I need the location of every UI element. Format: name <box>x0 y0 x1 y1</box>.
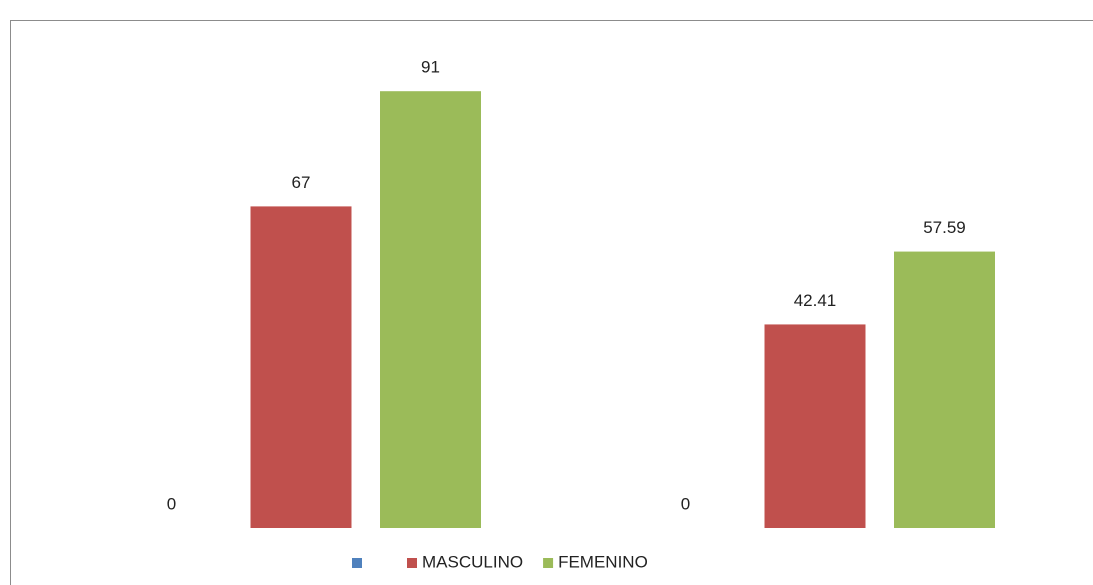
data-label: 42.41 <box>794 291 837 310</box>
legend-swatch <box>407 558 417 568</box>
bar <box>380 91 481 528</box>
legend-label: MASCULINO <box>422 552 523 571</box>
legend-swatch <box>543 558 554 568</box>
data-label: 91 <box>421 58 440 77</box>
legend-label: FEMENINO <box>558 552 648 571</box>
data-label: 67 <box>292 173 311 192</box>
bar <box>250 206 352 528</box>
legend-swatch <box>352 558 362 568</box>
data-label: 57.59 <box>923 218 966 237</box>
bar <box>894 251 995 528</box>
data-label: 0 <box>167 494 176 513</box>
data-label: 0 <box>681 494 690 513</box>
bar <box>764 324 866 528</box>
